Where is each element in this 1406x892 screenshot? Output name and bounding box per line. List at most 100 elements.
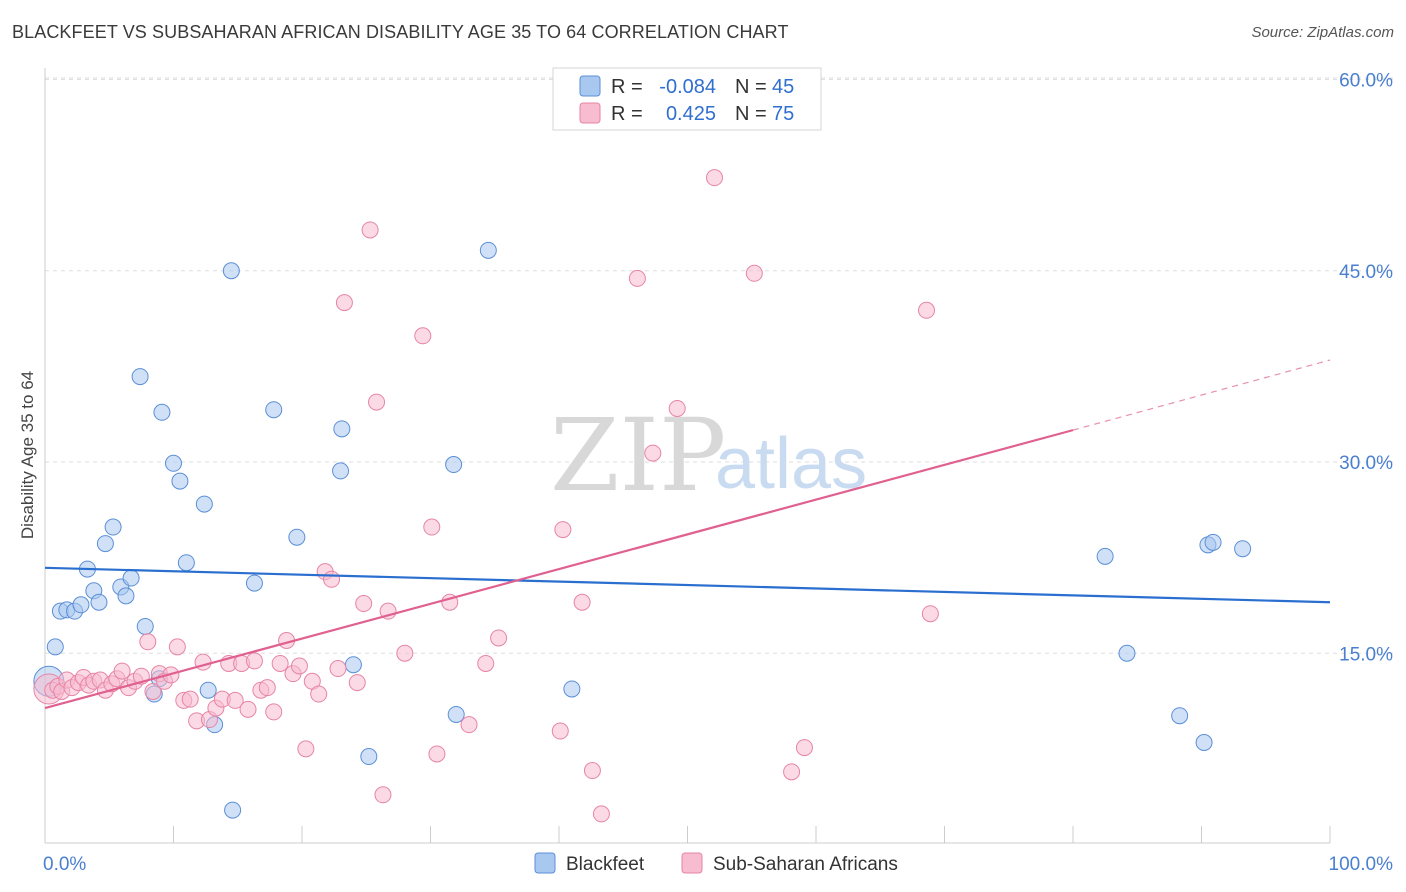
point-blackfeet-13 — [122, 569, 140, 587]
point-subsaharan-70 — [644, 444, 662, 462]
point-subsaharan-14 — [113, 662, 131, 680]
watermark: ZIP atlas — [550, 397, 867, 514]
point-subsaharan-39 — [271, 654, 289, 672]
watermark-atlas: atlas — [715, 424, 867, 504]
point-blackfeet-33 — [360, 748, 378, 766]
point-blackfeet-38 — [1096, 547, 1114, 565]
point-blackfeet-27 — [245, 574, 263, 592]
legend-r-label-2: R = — [611, 103, 643, 125]
point-subsaharan-34 — [239, 700, 257, 718]
legend-r-value-2: 0.425 — [666, 103, 716, 125]
legend-swatch-subsaharan — [579, 102, 601, 124]
point-blackfeet-20 — [171, 472, 189, 490]
legend-n-value-2: 75 — [772, 103, 794, 125]
point-subsaharan-72 — [705, 169, 723, 187]
point-blackfeet-25 — [222, 262, 240, 280]
point-blackfeet-1 — [46, 638, 64, 656]
point-blackfeet-29 — [288, 528, 306, 546]
point-subsaharan-43 — [297, 740, 315, 758]
point-subsaharan-49 — [335, 294, 353, 312]
point-subsaharan-25 — [181, 690, 199, 708]
point-subsaharan-75 — [795, 739, 813, 757]
point-blackfeet-30 — [332, 462, 350, 480]
point-blackfeet-12 — [117, 587, 135, 605]
point-subsaharan-61 — [460, 716, 478, 734]
point-subsaharan-77 — [921, 605, 939, 623]
legend-n-label-1: N = — [735, 76, 767, 98]
point-subsaharan-47 — [323, 570, 341, 588]
trend-layer — [44, 359, 1331, 710]
point-blackfeet-10 — [104, 518, 122, 536]
point-subsaharan-42 — [290, 657, 308, 675]
point-subsaharan-38 — [265, 703, 283, 721]
watermark-zip: ZIP — [550, 397, 726, 514]
points-layer — [33, 169, 1252, 823]
legend-n-label-2: N = — [735, 103, 767, 125]
trendline-subsaharan — [44, 429, 1074, 710]
point-subsaharan-57 — [414, 327, 432, 345]
point-subsaharan-45 — [310, 685, 328, 703]
y-tick-label-1: 30.0% — [1339, 453, 1393, 474]
bottom-legend: Blackfeet Sub-Saharan Africans — [534, 852, 898, 875]
y-tick-label-2: 45.0% — [1339, 262, 1393, 283]
point-blackfeet-23 — [199, 681, 217, 699]
point-subsaharan-64 — [554, 521, 572, 539]
point-blackfeet-41 — [1195, 734, 1213, 751]
point-subsaharan-67 — [583, 762, 601, 780]
point-subsaharan-53 — [368, 393, 386, 411]
point-subsaharan-19 — [144, 683, 162, 700]
point-subsaharan-32 — [226, 691, 244, 709]
bottom-legend-swatch-subsaharan — [681, 852, 703, 874]
point-blackfeet-40 — [1171, 707, 1189, 725]
point-blackfeet-39 — [1118, 644, 1136, 662]
point-subsaharan-76 — [918, 301, 936, 319]
point-blackfeet-36 — [479, 241, 497, 259]
point-blackfeet-9 — [96, 535, 114, 553]
trendline-subsaharan-extension — [1072, 359, 1331, 431]
legend-r-label-1: R = — [611, 76, 643, 98]
point-blackfeet-28 — [265, 401, 283, 419]
point-subsaharan-65 — [551, 722, 569, 740]
point-blackfeet-8 — [90, 593, 108, 611]
bottom-legend-swatch-blackfeet — [534, 852, 556, 874]
point-subsaharan-35 — [245, 652, 263, 670]
point-subsaharan-52 — [361, 221, 379, 239]
point-blackfeet-32 — [344, 656, 362, 674]
point-blackfeet-15 — [136, 617, 154, 635]
point-subsaharan-58 — [423, 518, 441, 536]
grid-layer — [45, 77, 1393, 654]
point-subsaharan-56 — [396, 644, 414, 662]
bottom-legend-subsaharan: Sub-Saharan Africans — [713, 854, 898, 875]
point-subsaharan-66 — [573, 593, 591, 611]
point-subsaharan-62 — [477, 654, 495, 672]
bottom-legend-blackfeet: Blackfeet — [566, 854, 645, 875]
chart-title: BLACKFEET VS SUBSAHARAN AFRICAN DISABILI… — [12, 22, 789, 42]
point-blackfeet-31 — [333, 420, 351, 438]
x-tick-label-1: 100.0% — [1329, 854, 1394, 875]
point-subsaharan-37 — [258, 679, 276, 697]
point-subsaharan-54 — [374, 786, 392, 804]
point-subsaharan-50 — [348, 674, 366, 692]
point-subsaharan-18 — [139, 633, 157, 651]
point-subsaharan-71 — [668, 399, 686, 417]
point-subsaharan-59 — [428, 745, 446, 763]
point-subsaharan-48 — [329, 660, 347, 678]
point-blackfeet-26 — [224, 801, 242, 819]
trendline-blackfeet — [44, 566, 1331, 604]
legend-swatch-blackfeet — [579, 75, 601, 97]
point-blackfeet-19 — [165, 454, 182, 472]
top-legend: R = -0.084 N = 45 R = 0.425 N = 75 — [552, 67, 822, 131]
point-blackfeet-37 — [563, 680, 581, 698]
x-tick-label-0: 0.0% — [43, 854, 86, 875]
point-subsaharan-51 — [355, 595, 373, 613]
axis-layer: 15.0% 30.0% 45.0% 60.0% 0.0% 100.0% — [43, 68, 1393, 875]
point-blackfeet-34 — [445, 456, 463, 474]
y-tick-label-3: 60.0% — [1339, 71, 1393, 92]
y-tick-label-0: 15.0% — [1339, 644, 1393, 665]
point-subsaharan-73 — [745, 264, 763, 282]
source-credit: Source: ZipAtlas.com — [1251, 24, 1394, 41]
point-blackfeet-22 — [195, 495, 213, 513]
point-blackfeet-5 — [72, 596, 90, 614]
point-blackfeet-14 — [131, 368, 149, 386]
